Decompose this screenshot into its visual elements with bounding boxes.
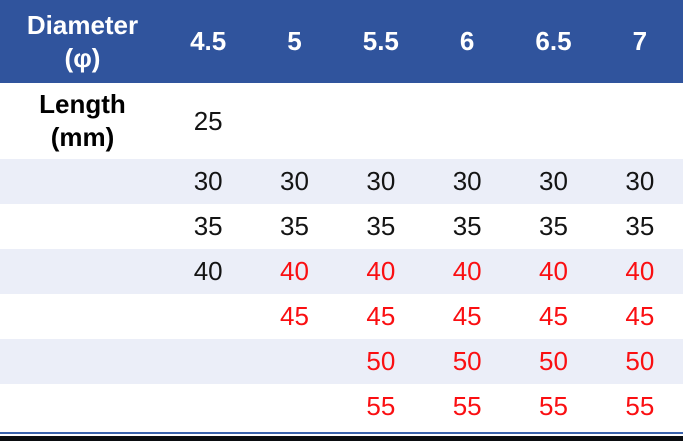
cell: 45 — [596, 294, 683, 339]
header-row: Diameter (φ) 4.5 5 5.5 6 6.5 7 — [0, 0, 683, 83]
cell — [0, 294, 165, 339]
bottom-border-black-line — [0, 436, 683, 441]
cell: 35 — [423, 204, 511, 249]
header-diameter-line2: (φ) — [64, 42, 101, 73]
header-cell-4-5: 4.5 — [165, 0, 252, 83]
cell: 40 — [337, 249, 424, 294]
cell: 40 — [165, 249, 252, 294]
cell — [0, 204, 165, 249]
cell: 30 — [165, 159, 252, 204]
row-label-line2: (mm) — [50, 122, 115, 152]
cell: 50 — [337, 339, 424, 384]
cell: 40 — [251, 249, 338, 294]
row-55: 55 55 55 55 — [0, 384, 683, 429]
cell — [0, 384, 165, 429]
cell — [423, 83, 511, 159]
cell: 30 — [337, 159, 424, 204]
cell — [337, 83, 424, 159]
cell: 35 — [165, 204, 252, 249]
cell: 40 — [510, 249, 597, 294]
cell — [510, 83, 597, 159]
cell: 55 — [596, 384, 683, 429]
cell: 45 — [423, 294, 511, 339]
cell: 35 — [337, 204, 424, 249]
cell — [596, 83, 683, 159]
cell: 55 — [510, 384, 597, 429]
cell — [0, 339, 165, 384]
cell: 35 — [251, 204, 338, 249]
cell — [165, 294, 252, 339]
header-cell-diameter: Diameter (φ) — [0, 0, 165, 83]
header-diameter-line1: Diameter — [26, 9, 139, 40]
cell — [251, 339, 338, 384]
cell: 30 — [596, 159, 683, 204]
row-35: 35 35 35 35 35 35 — [0, 204, 683, 249]
cell — [165, 339, 252, 384]
cell: 35 — [596, 204, 683, 249]
cell: 55 — [337, 384, 424, 429]
row-45: 45 45 45 45 45 — [0, 294, 683, 339]
cell: 45 — [337, 294, 424, 339]
cell — [0, 159, 165, 204]
cell — [251, 83, 338, 159]
cell: 50 — [510, 339, 597, 384]
header-cell-7: 7 — [596, 0, 683, 83]
table-bottom-border — [0, 429, 683, 442]
row-length-25: Length (mm) 25 — [0, 83, 683, 159]
header-cell-5: 5 — [251, 0, 338, 83]
cell: 50 — [596, 339, 683, 384]
cell: 50 — [423, 339, 511, 384]
cell: 55 — [423, 384, 511, 429]
row-label-length: Length (mm) — [0, 83, 165, 159]
cell: 40 — [596, 249, 683, 294]
cell — [165, 384, 252, 429]
cell: 25 — [165, 83, 252, 159]
cell: 30 — [423, 159, 511, 204]
row-40: 40 40 40 40 40 40 — [0, 249, 683, 294]
cell — [251, 384, 338, 429]
cell: 35 — [510, 204, 597, 249]
cell: 30 — [510, 159, 597, 204]
cell: 40 — [423, 249, 511, 294]
cell — [0, 249, 165, 294]
header-cell-6-5: 6.5 — [510, 0, 597, 83]
row-30: 30 30 30 30 30 30 — [0, 159, 683, 204]
row-50: 50 50 50 50 — [0, 339, 683, 384]
size-chart-table: Diameter (φ) 4.5 5 5.5 6 6.5 7 Length (m… — [0, 0, 683, 429]
cell: 45 — [251, 294, 338, 339]
header-cell-6: 6 — [423, 0, 511, 83]
cell: 45 — [510, 294, 597, 339]
cell: 30 — [251, 159, 338, 204]
bottom-border-blue-line — [0, 432, 683, 434]
header-cell-5-5: 5.5 — [337, 0, 424, 83]
row-label-line1: Length — [39, 89, 126, 119]
